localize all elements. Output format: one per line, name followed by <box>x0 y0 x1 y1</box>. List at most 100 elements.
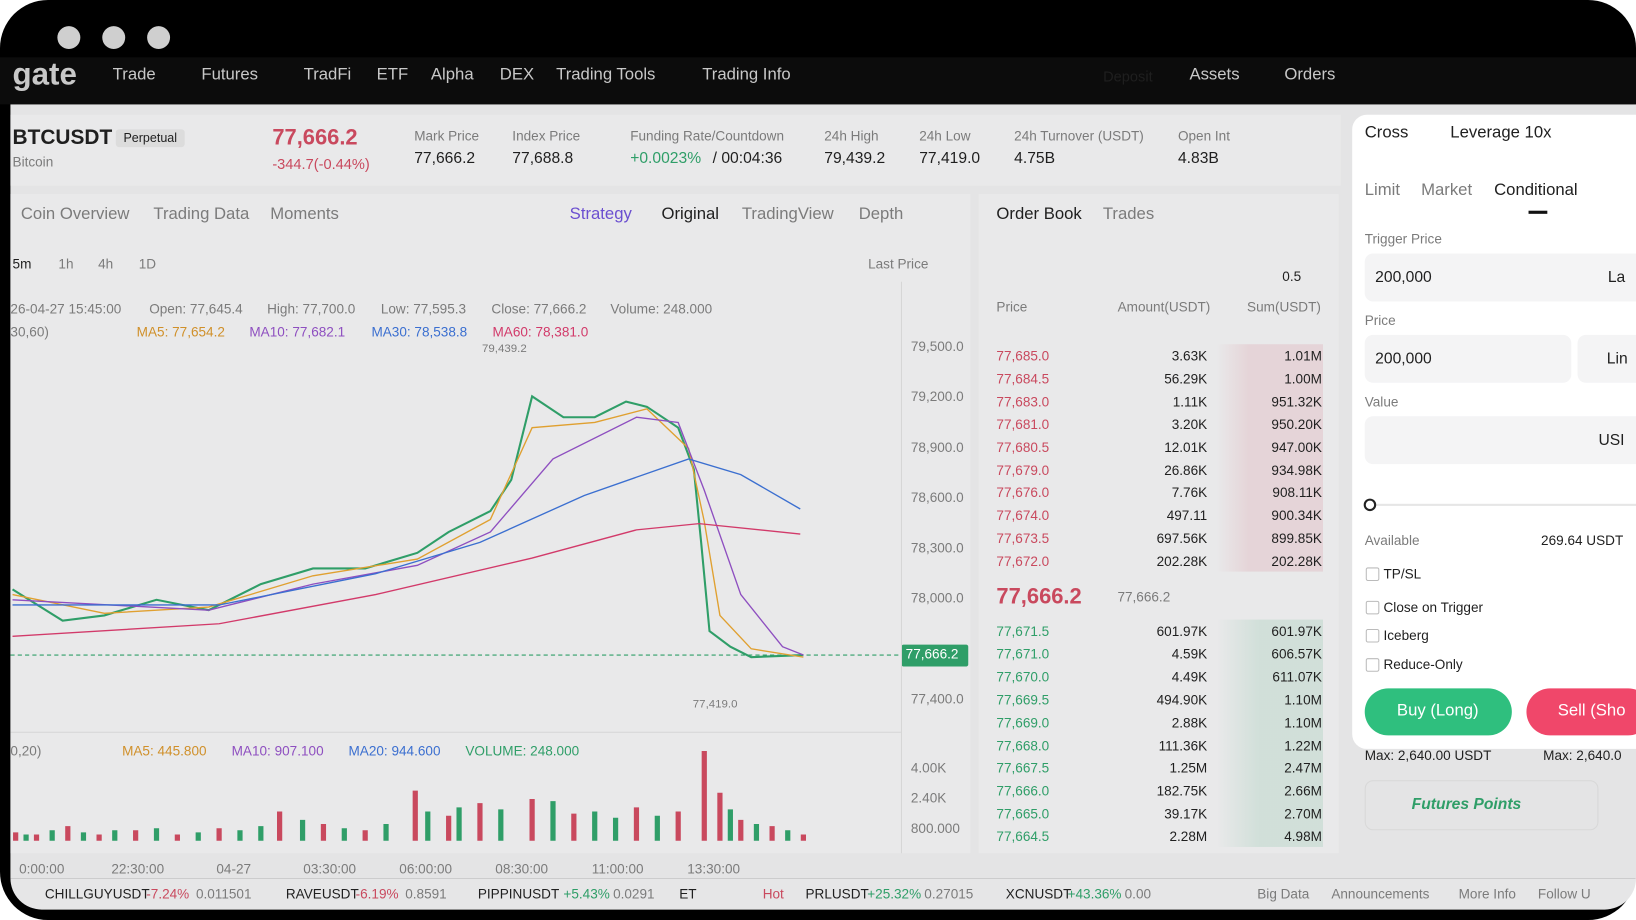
footer-symbol[interactable]: XCNUSDT <box>1005 886 1072 902</box>
book-tab[interactable]: Order Book <box>996 205 1082 224</box>
buy-button[interactable] <box>1364 688 1512 736</box>
book-header: Amount(USDT) <box>1117 298 1211 315</box>
price-input[interactable] <box>1364 334 1572 383</box>
book-price: 77,670.0 <box>996 668 1050 685</box>
view-tab[interactable]: Strategy <box>569 205 632 224</box>
price-step[interactable]: 0.5 <box>1282 268 1302 285</box>
futures-points[interactable]: Futures Points <box>1411 795 1522 814</box>
option-label[interactable]: Close on Trigger <box>1383 599 1484 615</box>
nav-item[interactable]: Trading Info <box>702 65 791 84</box>
nav-item[interactable]: Trading Tools <box>556 65 656 84</box>
window-dot[interactable] <box>147 26 171 50</box>
field-type[interactable]: Lin <box>1606 349 1628 368</box>
nav-item[interactable]: Trade <box>112 65 156 84</box>
max-sell: Max: 2,640.0 <box>1543 747 1622 764</box>
book-price: 77,668.0 <box>996 737 1050 754</box>
footer-symbol[interactable]: CHILLGUYUSDT <box>44 886 150 902</box>
leverage[interactable]: Leverage 10x <box>1450 124 1552 142</box>
stat-label: Funding Rate/Countdown <box>630 127 785 144</box>
price-type[interactable] <box>1577 334 1636 383</box>
book-sum: 950.20K <box>1271 416 1322 433</box>
footer-link[interactable]: Big Data <box>1257 886 1310 902</box>
order-tab[interactable]: Limit <box>1364 181 1400 200</box>
window-dot[interactable] <box>57 26 81 50</box>
interval[interactable]: 5m <box>12 256 32 272</box>
checkbox[interactable] <box>1365 628 1380 643</box>
view-tab[interactable]: TradingView <box>741 205 834 224</box>
chart-tab[interactable]: Moments <box>270 205 339 224</box>
book-amount: 26.86K <box>1164 462 1208 478</box>
checkbox[interactable] <box>1365 567 1380 581</box>
value-input[interactable] <box>1364 416 1636 465</box>
nav-item[interactable]: Assets <box>1189 65 1240 84</box>
footer-symbol[interactable]: PIPPINUSDT <box>477 886 560 902</box>
volume-bars <box>23 801 791 841</box>
footer-link[interactable]: Follow U <box>1537 886 1591 902</box>
nav-item[interactable]: DEX <box>499 65 535 84</box>
nav-item[interactable]: Orders <box>1284 65 1336 84</box>
vol-info: MA10: 907.100 <box>231 743 324 759</box>
option-label[interactable]: TP/SL <box>1383 565 1422 582</box>
checkbox[interactable] <box>1365 658 1380 672</box>
book-price: 77,667.5 <box>996 760 1050 776</box>
nav-item[interactable]: TradFi <box>303 65 352 84</box>
window-dot[interactable] <box>102 26 126 50</box>
nav-item[interactable]: Alpha <box>430 65 474 84</box>
sell-button[interactable] <box>1526 688 1636 736</box>
slider-thumb[interactable] <box>1363 498 1377 512</box>
field-type[interactable]: La <box>1607 268 1626 287</box>
field-value[interactable]: 200,000 <box>1375 349 1432 368</box>
field-unit: USI <box>1598 431 1625 450</box>
ma60-line <box>12 522 801 637</box>
stat-value: 79,439.2 <box>824 149 886 168</box>
view-tab[interactable]: Original <box>661 205 720 224</box>
margin-mode[interactable]: Cross <box>1364 124 1409 142</box>
option-label[interactable]: Iceberg <box>1383 627 1429 644</box>
time-axis-label: 03:30:00 <box>303 861 357 877</box>
stat-label: Mark Price <box>414 127 480 144</box>
nav-bar <box>0 57 1636 105</box>
price-axis-label: 79,500.0 <box>910 338 964 355</box>
nav-item[interactable]: ETF <box>376 65 409 84</box>
points-box[interactable] <box>1364 780 1599 831</box>
book-tab[interactable]: Trades <box>1102 205 1155 224</box>
checkbox[interactable] <box>1365 600 1380 615</box>
book-sum: 900.34K <box>1271 507 1322 524</box>
interval[interactable]: 4h <box>98 256 114 272</box>
interval[interactable]: 1D <box>138 256 157 272</box>
order-tab[interactable]: Conditional <box>1494 181 1578 200</box>
trigger-input[interactable] <box>1364 253 1636 302</box>
book-price: 77,684.5 <box>996 370 1050 387</box>
deposit-label[interactable]: Deposit <box>1103 67 1153 85</box>
interval[interactable]: 1h <box>58 256 74 272</box>
footer-symbol[interactable]: PRLUSDT <box>805 886 869 902</box>
chart-tab[interactable]: Trading Data <box>153 205 250 224</box>
time-axis-label: 13:30:00 <box>687 861 741 877</box>
book-amount: 4.49K <box>1171 668 1208 685</box>
book-amount: 111.36K <box>1158 737 1208 754</box>
footer-bar <box>10 878 1636 910</box>
buy-label[interactable]: Buy (Long) <box>1396 701 1479 720</box>
view-tab[interactable]: Depth <box>858 205 904 224</box>
logo[interactable]: gate <box>12 57 77 92</box>
footer-link[interactable]: Announcements <box>1331 886 1430 902</box>
available-label: Available <box>1364 532 1420 549</box>
chart-graphics <box>10 281 902 854</box>
order-tab[interactable]: Market <box>1421 181 1473 200</box>
stat-label: 24h High <box>824 127 879 144</box>
slider-track[interactable] <box>1368 503 1636 506</box>
nav-item[interactable]: Futures <box>201 65 258 84</box>
field-value[interactable]: 200,000 <box>1375 268 1432 287</box>
sell-label[interactable]: Sell (Sho <box>1557 701 1626 720</box>
footer-change: +43.36% <box>1067 886 1122 902</box>
option-label[interactable]: Reduce-Only <box>1383 656 1463 673</box>
footer-price: 0.011501 <box>195 886 252 902</box>
hot-tag[interactable]: Hot <box>762 886 784 902</box>
book-price: 77,683.0 <box>996 393 1050 410</box>
last-price: 77,666.2 <box>272 125 358 150</box>
chart-tab[interactable]: Coin Overview <box>20 205 130 224</box>
footer-link[interactable]: More Info <box>1458 886 1516 902</box>
price-type[interactable]: Last Price <box>868 256 929 272</box>
ohlc-info: Low: 77,595.3 <box>380 300 467 317</box>
footer-symbol[interactable]: RAVEUSDT <box>285 886 359 902</box>
